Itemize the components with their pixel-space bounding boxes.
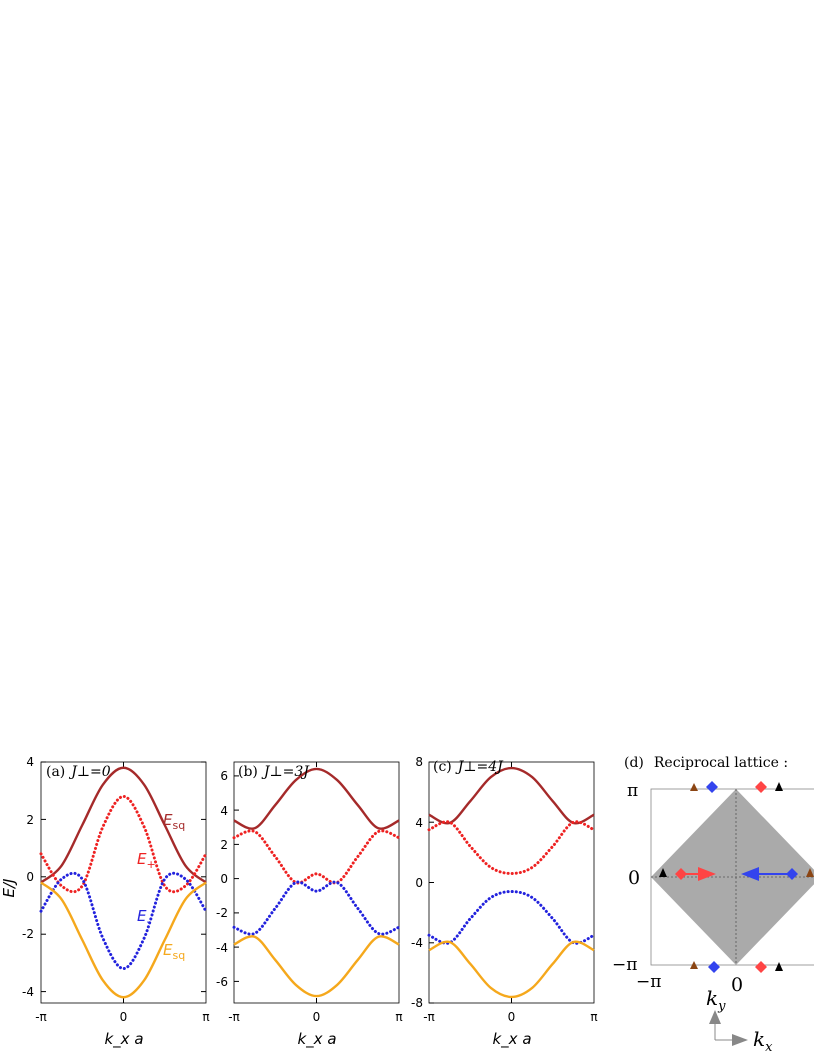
x-tick-label: 0 bbox=[731, 974, 743, 996]
y-tick-label: -2 bbox=[216, 906, 228, 920]
x-tick-label: π bbox=[395, 1010, 402, 1024]
y-tick-label: 6 bbox=[220, 769, 228, 783]
e-minus-curve bbox=[427, 890, 596, 945]
x-tick-label: -π bbox=[35, 1010, 47, 1024]
y-tick-label: 4 bbox=[415, 816, 423, 830]
panel-letter: (a) bbox=[46, 764, 65, 780]
blue-diamond-marker bbox=[708, 961, 720, 973]
panel-title: Reciprocal lattice : bbox=[654, 755, 788, 771]
blue-diamond-marker bbox=[786, 868, 798, 880]
y-tick-label: -4 bbox=[216, 941, 228, 955]
x-tick-label: -π bbox=[423, 1010, 435, 1024]
x-tick-label: π bbox=[590, 1010, 597, 1024]
x-tick-label: 0 bbox=[120, 1010, 128, 1024]
curve-label-esq-upper: Esq bbox=[163, 811, 185, 832]
y-tick-label: 0 bbox=[628, 867, 640, 889]
red-diamond-marker bbox=[755, 961, 767, 973]
y-tick-label: -4 bbox=[411, 936, 423, 950]
panel-a: 4 2 0 -2 -4 -π 0 π (a) J⊥=0 Esq E+ E- Esq… bbox=[0, 755, 210, 1049]
curve-label-esq-lower: Esq bbox=[163, 941, 185, 962]
panel-letter: (c) bbox=[433, 759, 452, 775]
x-tick-label: -π bbox=[228, 1010, 240, 1024]
x-tick-label: 0 bbox=[508, 1010, 516, 1024]
plot-frame bbox=[40, 761, 207, 1004]
y-tick-label: 4 bbox=[26, 755, 34, 769]
panel-label: (a) J⊥=0 bbox=[46, 764, 111, 780]
brown-triangle-marker bbox=[690, 961, 698, 969]
x-axis-label: k_x a bbox=[297, 1030, 336, 1049]
y-tick-label: -2 bbox=[22, 927, 34, 941]
y-tick-label: -4 bbox=[22, 985, 34, 999]
y-tick-label: 2 bbox=[26, 813, 34, 827]
panel-label: (b) J⊥=3J bbox=[238, 764, 310, 780]
red-diamond-marker bbox=[755, 781, 767, 793]
e-plus-curve bbox=[232, 829, 401, 885]
panel-b: 6 4 2 0 -2 -4 -6 -π 0 π (b) J⊥=3J k_x a bbox=[216, 761, 403, 1049]
black-triangle-marker bbox=[775, 962, 783, 971]
panel-label: (c) J⊥=4J bbox=[433, 759, 504, 775]
ky-arrow-icon bbox=[709, 1010, 721, 1024]
coupling-label: J⊥=4J bbox=[455, 759, 504, 775]
coupling-label: J⊥=0 bbox=[68, 764, 111, 780]
blue-diamond-marker bbox=[706, 781, 718, 793]
y-ticks bbox=[41, 761, 206, 993]
e-sq-lower-curve bbox=[40, 881, 207, 999]
y-ticks bbox=[429, 761, 434, 1004]
red-arrow-head bbox=[698, 867, 716, 881]
ky-subscript: y bbox=[717, 999, 726, 1014]
kx-axis-label: kx bbox=[753, 1027, 773, 1053]
blue-arrow-head bbox=[741, 867, 759, 881]
y-tick-label: 0 bbox=[220, 872, 228, 886]
e-minus-curve bbox=[232, 880, 401, 936]
y-tick-label: 2 bbox=[220, 838, 228, 852]
plot-frame bbox=[428, 761, 595, 1004]
coupling-label: J⊥=3J bbox=[261, 764, 310, 780]
e-sq-upper-curve bbox=[428, 766, 595, 825]
y-axis-label: E/J bbox=[0, 879, 18, 898]
y-tick-label: 4 bbox=[220, 804, 228, 818]
e-sq-lower-curve bbox=[233, 935, 400, 998]
x-axis-label: k_x a bbox=[492, 1030, 531, 1049]
y-tick-label: 0 bbox=[415, 876, 423, 890]
curve-label-eminus: E- bbox=[137, 907, 150, 928]
y-tick-label: 8 bbox=[415, 755, 423, 769]
panel-c: 8 4 0 -4 -8 -π 0 π (c) J⊥=4J k_x a bbox=[411, 755, 598, 1049]
curves-a bbox=[39, 766, 208, 999]
panel-letter: (d) bbox=[624, 755, 644, 771]
brown-triangle-marker bbox=[690, 783, 698, 791]
e-sq-lower-curve bbox=[428, 940, 595, 999]
black-triangle-marker bbox=[775, 782, 783, 791]
e-sq-upper-curve bbox=[233, 767, 400, 830]
curves-c bbox=[427, 766, 596, 999]
brown-triangle-marker bbox=[806, 868, 814, 877]
y-tick-label: 0 bbox=[26, 870, 34, 884]
panel-d: (d) Reciprocal lattice : π 0 −π −π 0 ky bbox=[612, 755, 814, 1053]
black-triangle-marker bbox=[659, 868, 667, 877]
ky-axis-label: ky bbox=[706, 986, 726, 1014]
panel-d-title: (d) Reciprocal lattice : bbox=[624, 755, 788, 771]
x-axis-label: k_x a bbox=[104, 1030, 143, 1049]
panel-letter: (b) bbox=[238, 764, 258, 780]
y-tick-label: -8 bbox=[411, 996, 423, 1010]
x-tick-label: 0 bbox=[313, 1010, 321, 1024]
y-ticks bbox=[234, 775, 239, 982]
kx-arrow-icon bbox=[732, 1034, 748, 1046]
kx-subscript: x bbox=[765, 1040, 773, 1053]
y-tick-label: π bbox=[627, 781, 638, 801]
y-tick-label: −π bbox=[612, 955, 637, 975]
plot-frame bbox=[233, 761, 400, 1004]
x-tick-label: −π bbox=[636, 972, 661, 992]
x-tick-label: π bbox=[202, 1010, 209, 1024]
curves-b bbox=[232, 767, 401, 998]
e-plus-curve bbox=[427, 820, 596, 875]
y-tick-label: -6 bbox=[216, 975, 228, 989]
